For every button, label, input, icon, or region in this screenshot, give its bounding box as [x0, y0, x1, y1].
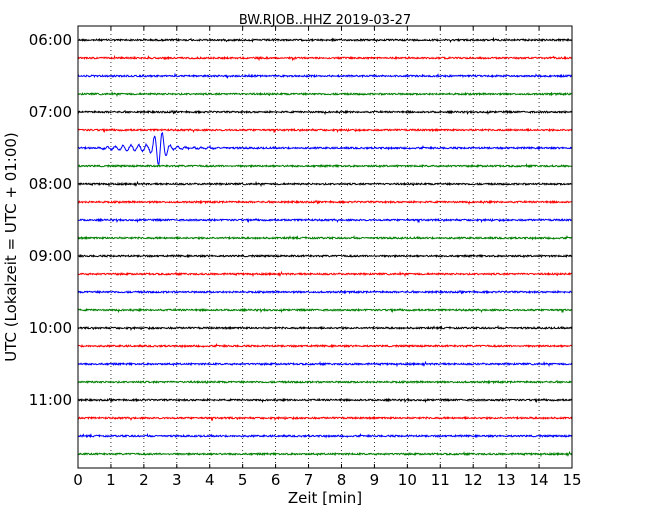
y-axis-label: UTC (Lokalzeit = UTC + 01:00) [2, 132, 20, 362]
trace-0745 [77, 163, 573, 169]
trace-0915 [77, 270, 573, 278]
trace-1045 [77, 379, 573, 385]
trace-1100 [77, 397, 573, 404]
x-tick-label: 7 [304, 471, 314, 489]
trace-0630 [77, 72, 573, 79]
trace-1000 [77, 324, 573, 332]
plot-frame [77, 25, 573, 469]
x-tick-label: 4 [205, 471, 215, 489]
trace-1130 [77, 432, 573, 439]
trace-1030 [77, 360, 573, 368]
x-tick-label: 5 [238, 471, 248, 489]
x-tick-label: 10 [398, 471, 417, 489]
seismogram-traces [77, 36, 573, 458]
y-tick-label: 10:00 [29, 319, 72, 337]
y-tick-label: 11:00 [29, 391, 72, 409]
trace-0700 [77, 109, 573, 116]
trace-0730 [77, 131, 572, 165]
trace-0845 [77, 234, 573, 241]
x-axis-label: Zeit [min] [288, 489, 362, 507]
trace-0900 [77, 253, 573, 259]
trace-0830 [77, 217, 573, 224]
x-tick-label: 9 [370, 471, 380, 489]
x-tick-label: 3 [172, 471, 182, 489]
y-tick-label: 07:00 [29, 103, 72, 121]
trace-1015 [77, 343, 573, 349]
y-tick-label: 09:00 [29, 247, 72, 265]
x-tick-label: 2 [139, 471, 149, 489]
trace-0945 [77, 307, 573, 314]
trace-0715 [77, 127, 573, 134]
trace-0600 [77, 36, 573, 44]
trace-0645 [77, 90, 573, 98]
y-axis-ticks: 06:00 07:00 08:00 09:00 10:00 11:00 [29, 31, 572, 409]
x-tick-label: 1 [106, 471, 116, 489]
x-tick-label: 11 [431, 471, 450, 489]
trace-1145 [77, 450, 573, 458]
chart-title: BW.RJOB..HHZ 2019-03-27 [239, 13, 411, 28]
trace-0815 [77, 199, 573, 206]
x-tick-label: 8 [337, 471, 347, 489]
x-tick-label: 0 [73, 471, 83, 489]
x-tick-label: 6 [271, 471, 281, 489]
x-tick-label: 12 [464, 471, 483, 489]
trace-0615 [77, 54, 573, 62]
x-tick-label: 14 [530, 471, 549, 489]
grid-lines [110, 26, 540, 468]
y-tick-label: 08:00 [29, 175, 72, 193]
x-tick-label: 15 [562, 471, 581, 489]
trace-0800 [77, 180, 573, 188]
trace-0930 [77, 289, 573, 295]
x-tick-label: 13 [497, 471, 516, 489]
trace-1115 [77, 415, 572, 422]
x-axis-ticks: 0 1 2 3 4 5 6 7 8 9 10 11 12 13 14 15 [73, 26, 582, 489]
y-tick-label: 06:00 [29, 31, 72, 49]
